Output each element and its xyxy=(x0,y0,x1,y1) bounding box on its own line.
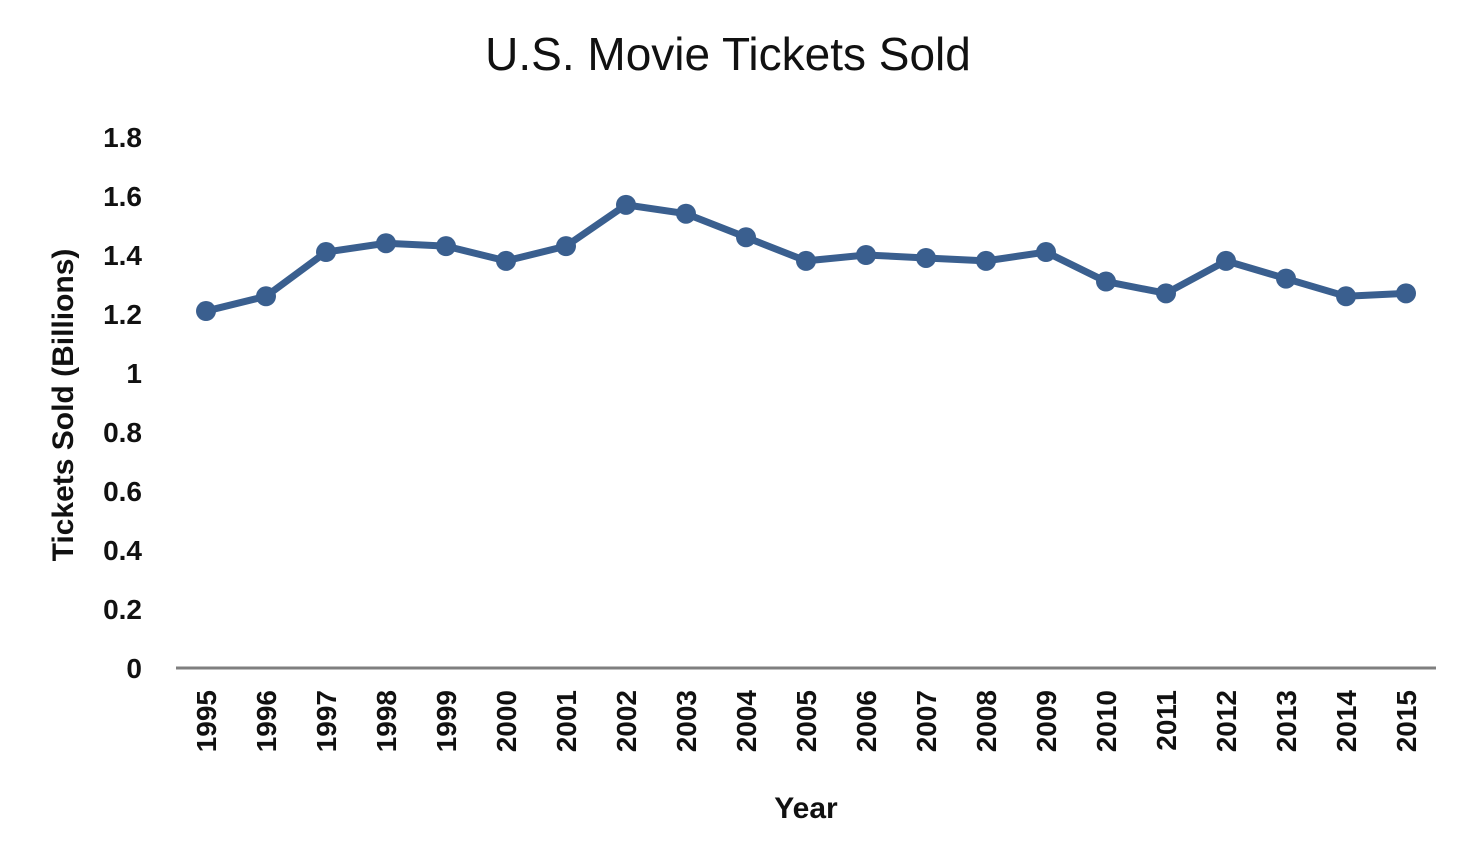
x-tick-label: 1997 xyxy=(311,690,342,752)
x-tick-label: 2009 xyxy=(1031,690,1062,752)
x-tick-label: 2000 xyxy=(491,690,522,752)
y-tick-label: 0.4 xyxy=(103,535,142,566)
x-axis-ticks: 1995 1996 1997 1998 1999 2000 2001 2002 2003 2004… xyxy=(191,690,1422,753)
data-point xyxy=(1396,283,1416,304)
y-axis-ticks: 0 0.2 0.4 0.6 0.8 1 1.2 1.4 1.6 1.8 xyxy=(103,122,142,684)
x-tick-label: 2007 xyxy=(911,690,942,752)
data-point xyxy=(376,233,396,254)
x-tick-label: 2008 xyxy=(971,690,1002,752)
x-tick-label: 2014 xyxy=(1331,690,1362,753)
x-axis-label: Year xyxy=(774,792,838,825)
chart-title: U.S. Movie Tickets Sold xyxy=(485,28,971,80)
data-point xyxy=(1036,242,1056,263)
x-tick-label: 2015 xyxy=(1391,690,1422,752)
x-tick-label: 2005 xyxy=(791,690,822,752)
x-tick-label: 2010 xyxy=(1091,690,1122,752)
x-tick-label: 2012 xyxy=(1211,690,1242,752)
y-tick-label: 1 xyxy=(126,358,142,389)
y-tick-label: 0.6 xyxy=(103,476,142,507)
data-point xyxy=(1096,271,1116,292)
data-point xyxy=(316,242,336,263)
x-tick-label: 2002 xyxy=(611,690,642,752)
y-axis-label: Tickets Sold (Billions) xyxy=(47,249,80,562)
x-tick-label: 1995 xyxy=(191,690,222,752)
x-tick-label: 2001 xyxy=(551,690,582,752)
y-tick-label: 1.4 xyxy=(103,240,142,271)
data-point xyxy=(916,247,936,268)
data-point xyxy=(736,227,756,248)
data-point xyxy=(1276,268,1296,289)
data-point xyxy=(496,250,516,271)
series-layer xyxy=(196,194,1416,322)
y-tick-label: 0.8 xyxy=(103,417,142,448)
data-point xyxy=(796,250,816,271)
y-tick-label: 1.8 xyxy=(103,122,142,153)
x-tick-label: 2004 xyxy=(731,690,762,753)
x-tick-label: 2003 xyxy=(671,690,702,752)
y-tick-label: 1.6 xyxy=(103,181,142,212)
data-point xyxy=(1156,283,1176,304)
x-tick-label: 1999 xyxy=(431,690,462,752)
data-point xyxy=(1336,286,1356,307)
y-tick-label: 1.2 xyxy=(103,299,142,330)
y-tick-label: 0 xyxy=(126,653,142,684)
data-point xyxy=(556,236,576,257)
data-point xyxy=(256,286,276,307)
data-point xyxy=(1216,250,1236,271)
x-tick-label: 2013 xyxy=(1271,690,1302,752)
x-tick-label: 2006 xyxy=(851,690,882,752)
x-tick-label: 2011 xyxy=(1151,690,1182,751)
x-tick-label: 1998 xyxy=(371,690,402,752)
data-point xyxy=(976,250,996,271)
data-point xyxy=(676,203,696,224)
y-tick-label: 0.2 xyxy=(103,594,142,625)
x-tick-label: 1996 xyxy=(251,690,282,752)
data-point xyxy=(436,236,456,257)
data-point xyxy=(856,245,876,265)
data-point xyxy=(616,194,636,215)
data-point xyxy=(196,301,216,322)
